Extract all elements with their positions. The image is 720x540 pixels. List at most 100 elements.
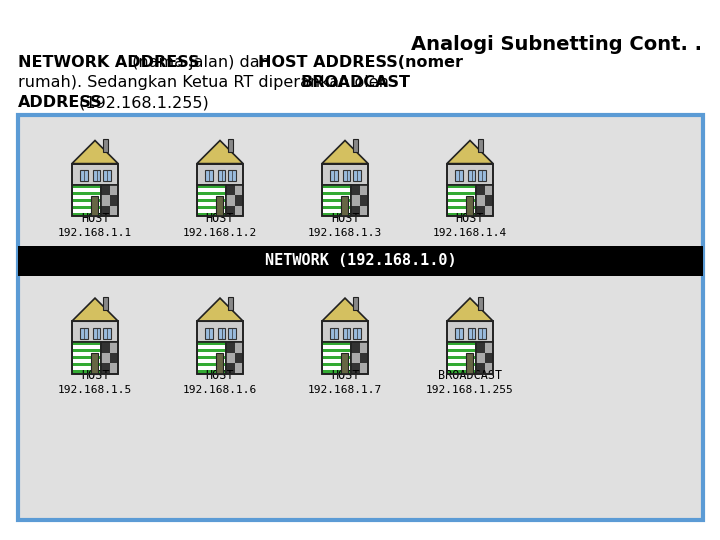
Bar [226,206,235,216]
Bar [235,342,243,353]
Bar [485,353,493,363]
Bar [198,366,225,370]
Bar [109,363,118,374]
Bar [218,170,225,181]
Bar [102,342,109,353]
Bar [478,170,486,181]
Bar [73,352,101,356]
Bar [235,353,243,363]
Bar [343,327,351,339]
Bar [447,164,493,216]
Polygon shape [322,140,368,164]
Text: 192.168.1.4: 192.168.1.4 [433,227,507,238]
Bar [485,363,493,374]
Text: NETWORK ADDRESS: NETWORK ADDRESS [18,55,199,70]
Bar [226,185,235,195]
Polygon shape [447,140,493,164]
Bar [109,206,118,216]
Bar [109,342,118,353]
Bar [323,194,351,199]
Bar [351,185,368,216]
Bar [447,164,493,185]
Bar [73,208,101,213]
Bar [226,353,235,363]
Text: 192.168.1.5: 192.168.1.5 [58,385,132,395]
Bar [198,208,225,213]
Bar [72,185,102,216]
Bar [73,194,101,199]
Bar [109,353,118,363]
Text: 192.168.1.6: 192.168.1.6 [183,385,257,395]
Text: rumah). Sedangkan Ketua RT diperankan oleh: rumah). Sedangkan Ketua RT diperankan ol… [18,75,394,90]
Bar [478,297,482,309]
Bar [226,185,243,216]
Bar [228,297,233,309]
Bar [477,185,493,216]
Bar [205,170,213,181]
Bar [72,164,118,216]
Bar [343,170,351,181]
Bar [351,206,360,216]
Bar [360,342,368,353]
Bar [360,195,368,206]
Bar [18,246,703,275]
Text: HOST: HOST [206,369,234,382]
Bar [226,342,235,353]
Bar [226,342,243,374]
Bar [447,321,493,342]
Bar [322,164,368,216]
Bar [330,170,338,181]
Bar [323,366,351,370]
Bar [198,359,225,363]
Bar [330,327,338,339]
Bar [322,342,351,374]
Text: 192.168.1.1: 192.168.1.1 [58,227,132,238]
Bar [198,201,225,206]
Bar [198,194,225,199]
Bar [91,353,99,374]
Bar [466,195,473,216]
Bar [448,188,475,192]
Bar [448,345,475,349]
Polygon shape [72,140,118,164]
Bar [447,321,493,374]
Bar [228,327,236,339]
Bar [354,170,361,181]
Bar [477,363,485,374]
Bar [235,195,243,206]
Text: 192.168.1.3: 192.168.1.3 [308,227,382,238]
Bar [102,185,109,195]
Bar [216,353,223,374]
Bar [322,321,368,342]
Bar [109,185,118,195]
Bar [323,359,351,363]
Bar [485,206,493,216]
Bar [322,185,351,216]
Bar [477,206,485,216]
Bar [93,327,101,339]
Bar [73,345,101,349]
Bar [197,321,243,342]
Bar [73,366,101,370]
Bar [477,342,493,374]
Bar [323,345,351,349]
Bar [197,185,226,216]
Bar [73,188,101,192]
Bar [323,188,351,192]
Polygon shape [322,298,368,321]
Bar [197,321,243,374]
Bar [351,363,360,374]
Bar [466,353,473,374]
Text: HOST: HOST [330,369,359,382]
Bar [104,170,111,181]
Bar [73,359,101,363]
Bar [104,327,111,339]
Bar [104,297,107,309]
Bar [351,353,360,363]
Bar [360,363,368,374]
Bar [104,139,107,152]
Bar [197,164,243,216]
Bar [354,139,358,152]
Bar [102,363,109,374]
Text: HOST: HOST [456,212,485,225]
